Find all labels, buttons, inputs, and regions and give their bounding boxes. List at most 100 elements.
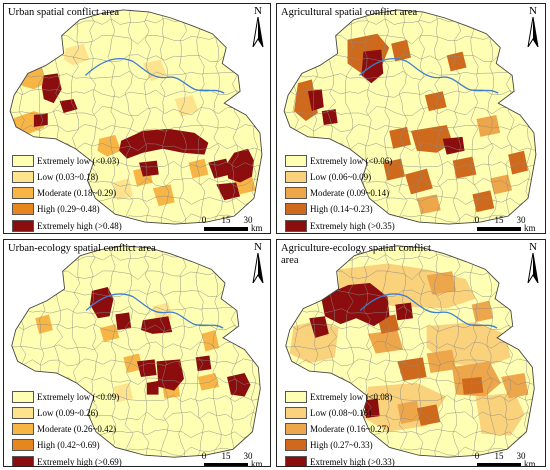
moderate-region	[367, 330, 404, 354]
township-boundary	[107, 245, 117, 458]
moderate-region	[426, 349, 457, 374]
extremely-high-region	[227, 373, 251, 397]
legend-item: Extremely low (<0.06)	[285, 154, 395, 168]
moderate-region	[188, 158, 209, 179]
legend-label: Extremely high (>0.69)	[37, 456, 122, 467]
township-boundary	[178, 245, 187, 458]
moderate-region	[197, 373, 220, 391]
moderate-region	[490, 174, 513, 195]
legend-swatch	[12, 406, 34, 419]
extremely-high-region	[33, 113, 48, 127]
moderate-region	[397, 400, 421, 424]
township-boundary	[142, 245, 151, 458]
legend-swatch	[12, 154, 34, 167]
legend-item: Extremely low (<0.03)	[12, 154, 122, 168]
river-line	[85, 58, 225, 94]
legend-label: Low (0.03~0.18)	[37, 171, 99, 182]
high-region	[452, 156, 477, 179]
township-boundary	[142, 9, 151, 225]
legend-swatch	[12, 170, 34, 183]
legend-item: Moderate (0.16~0.27)	[285, 422, 395, 436]
township-boundary	[178, 9, 188, 225]
scale-bar-line	[477, 227, 521, 231]
township-boundary	[10, 89, 262, 98]
township-boundary	[107, 9, 116, 225]
township-boundary	[10, 124, 262, 134]
urban-conflict-map	[4, 4, 263, 227]
legend-swatch	[285, 219, 307, 232]
township-boundary	[11, 324, 261, 333]
extremely-high-region	[321, 109, 338, 125]
township-boundary	[4, 240, 10, 460]
low-region	[63, 43, 90, 66]
scale-tick: 15	[221, 215, 231, 225]
extremely-high-region	[208, 158, 231, 179]
township-boundary	[486, 245, 496, 458]
extremely-high-region	[395, 302, 413, 321]
legend-swatch	[285, 406, 307, 419]
township-boundary	[285, 324, 535, 333]
north-arrow: N	[250, 6, 266, 47]
legend-item: High (0.29~0.48)	[12, 203, 122, 217]
moderate-region	[97, 134, 122, 157]
legend-item: High (0.42~0.69)	[12, 439, 122, 453]
township-boundary	[452, 9, 462, 225]
legend-item: Extremely low (<0.09)	[12, 390, 122, 404]
legend-item: Low (0.09~0.26)	[12, 406, 122, 420]
scale-tick: 15	[494, 451, 504, 461]
township-boundary	[284, 124, 536, 134]
legend-swatch	[285, 187, 307, 200]
north-arrow-icon	[527, 253, 539, 283]
scale-tick: 30	[516, 451, 526, 461]
river-line	[359, 293, 498, 329]
legend-swatch	[12, 455, 34, 466]
high-region	[405, 168, 433, 195]
township-boundary	[284, 71, 536, 80]
legend-label: Low (0.08~0.16)	[310, 407, 372, 418]
north-label: N	[254, 5, 262, 17]
township-boundary	[469, 245, 479, 458]
township-boundary	[10, 71, 262, 80]
legend-label: High (0.14~0.23)	[310, 204, 373, 215]
township-boundary	[284, 106, 536, 116]
moderate-region	[201, 330, 220, 352]
legend-label: Extremely low (<0.06)	[310, 155, 393, 166]
moderate-region	[471, 300, 494, 323]
panel-title: Urban spatial conflict area	[8, 7, 120, 18]
extremely-high-region	[309, 316, 329, 338]
panel-title: Agricultural spatial conflict area	[281, 7, 418, 18]
extremely-high-region	[307, 89, 324, 112]
township-boundary	[452, 245, 461, 458]
legend-label: Moderate (0.26~0.42)	[37, 424, 117, 435]
extremely-high-region	[146, 380, 159, 395]
township-boundary	[381, 9, 390, 225]
township-boundary	[10, 106, 262, 116]
legend-swatch	[285, 203, 307, 216]
legend-label: Moderate (0.18~0.29)	[37, 188, 117, 199]
panel-title: Agriculture-ecology spatial conflict are…	[281, 243, 431, 266]
scale-tick: 30	[516, 215, 526, 225]
high-region	[461, 376, 484, 395]
north-arrow-icon	[527, 17, 539, 47]
study-area-outline	[9, 9, 263, 225]
low-region	[142, 59, 167, 82]
legend: Extremely low (<0.06) Low (0.06~0.09) Mo…	[285, 154, 395, 233]
extremely-high-region	[41, 73, 62, 104]
township-boundary	[487, 9, 497, 225]
township-boundary	[381, 245, 391, 458]
township-boundary	[4, 4, 8, 227]
legend-label: Extremely low (<0.08)	[310, 391, 393, 402]
township-boundary	[11, 306, 261, 315]
scale-tick: 0	[474, 215, 480, 225]
township-boundary	[160, 245, 169, 458]
north-arrow-icon	[252, 17, 264, 47]
high-region	[508, 150, 528, 175]
legend-swatch	[285, 439, 307, 452]
scale-unit: km	[251, 223, 263, 233]
north-arrow: N	[525, 242, 541, 283]
legend-item: Low (0.03~0.18)	[12, 170, 122, 184]
scale-bar: 0 15 30 km	[475, 451, 539, 466]
extremely-high-region	[320, 283, 390, 327]
extremely-high-region	[59, 99, 78, 114]
legend-swatch	[12, 187, 34, 200]
